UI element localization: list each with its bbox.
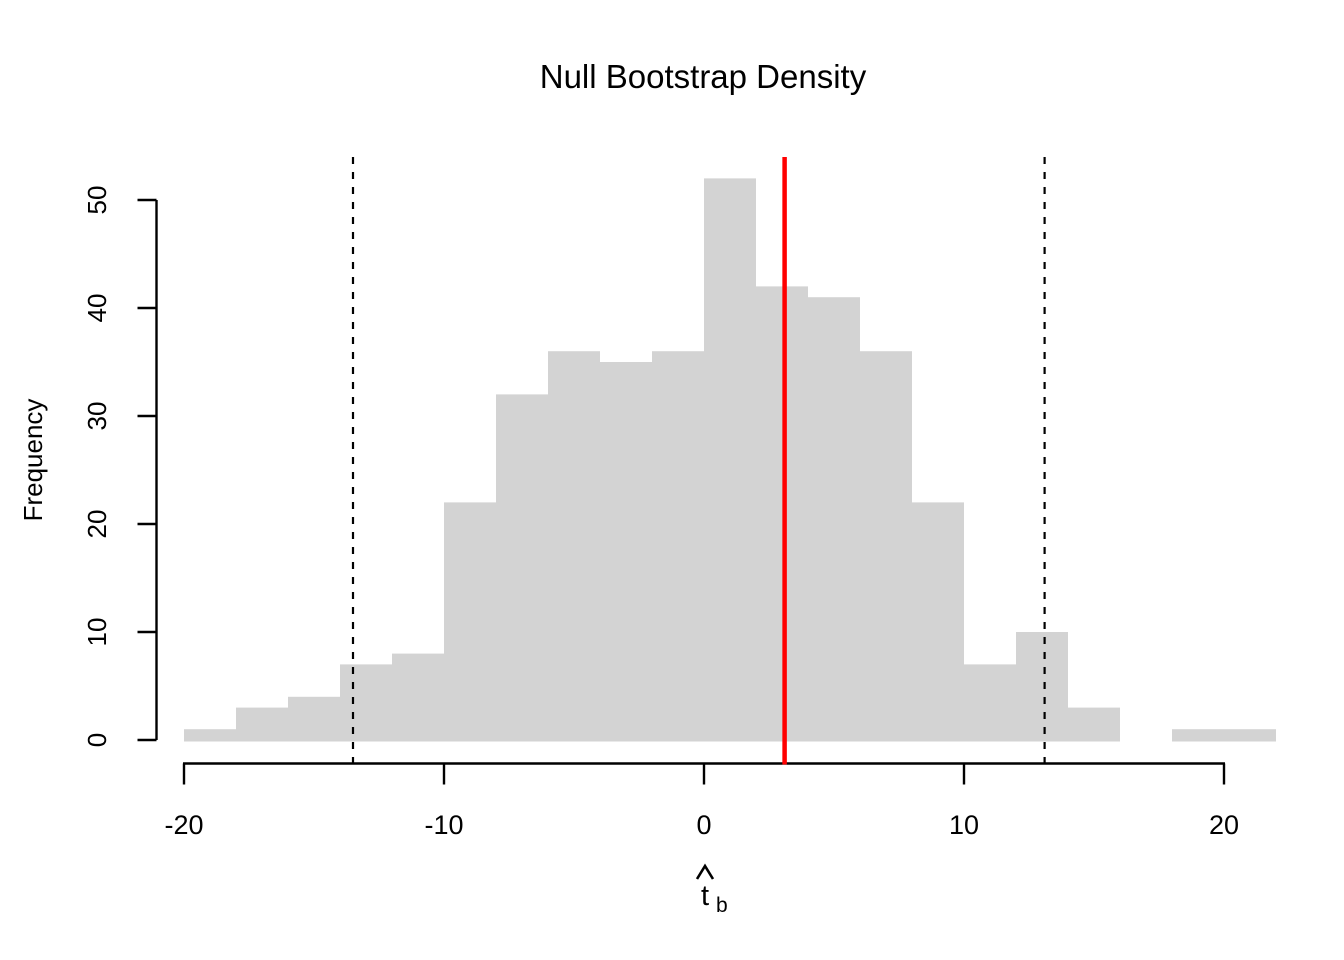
histogram-bar (392, 653, 444, 742)
chart-title: Null Bootstrap Density (540, 58, 867, 95)
x-axis-tick-label: 10 (949, 810, 979, 840)
histogram-bar (964, 664, 1016, 742)
y-axis-tick-label: 20 (82, 510, 112, 539)
histogram-bar (1068, 707, 1120, 742)
histogram-bar (496, 394, 548, 742)
axes: 0 10 20 30 40 50 -20 -10 0 10 20 (82, 186, 1239, 840)
x-axis-label-base: t (701, 880, 709, 912)
y-axis-tick-label: 50 (82, 186, 112, 215)
x-axis-tick-label: -10 (424, 810, 463, 840)
histogram-bar (184, 729, 236, 742)
histogram-bar (1172, 729, 1224, 742)
x-axis-label: t b (695, 863, 728, 917)
histogram-bar (704, 178, 756, 742)
annotation-lines (351, 157, 1046, 765)
y-axis-tick-label: 0 (82, 733, 112, 747)
x-axis-tick-label: 0 (696, 810, 711, 840)
x-axis-tick-label: -20 (164, 810, 203, 840)
histogram-bar (652, 351, 704, 742)
histogram-bar (340, 664, 392, 742)
histogram-bar (444, 502, 496, 742)
histogram-bar (1224, 729, 1276, 742)
x-axis-label-subscript: b (716, 894, 728, 917)
y-axis-label: Frequency (18, 399, 48, 522)
hat-accent-icon (695, 863, 715, 880)
y-axis-tick-label: 10 (82, 618, 112, 647)
histogram-bar (912, 502, 964, 742)
histogram-bar (756, 286, 808, 742)
x-axis-tick-label: 20 (1209, 810, 1239, 840)
histogram-bar (548, 351, 600, 742)
histogram-bar (808, 297, 860, 742)
histogram-bar (288, 696, 340, 742)
y-axis-tick-label: 30 (82, 402, 112, 431)
histogram-bar (860, 351, 912, 742)
histogram-bar (236, 707, 288, 742)
histogram-bars (184, 178, 1276, 742)
histogram-bar (600, 362, 652, 742)
histogram-bar (1016, 632, 1068, 742)
y-axis-tick-label: 40 (82, 294, 112, 323)
